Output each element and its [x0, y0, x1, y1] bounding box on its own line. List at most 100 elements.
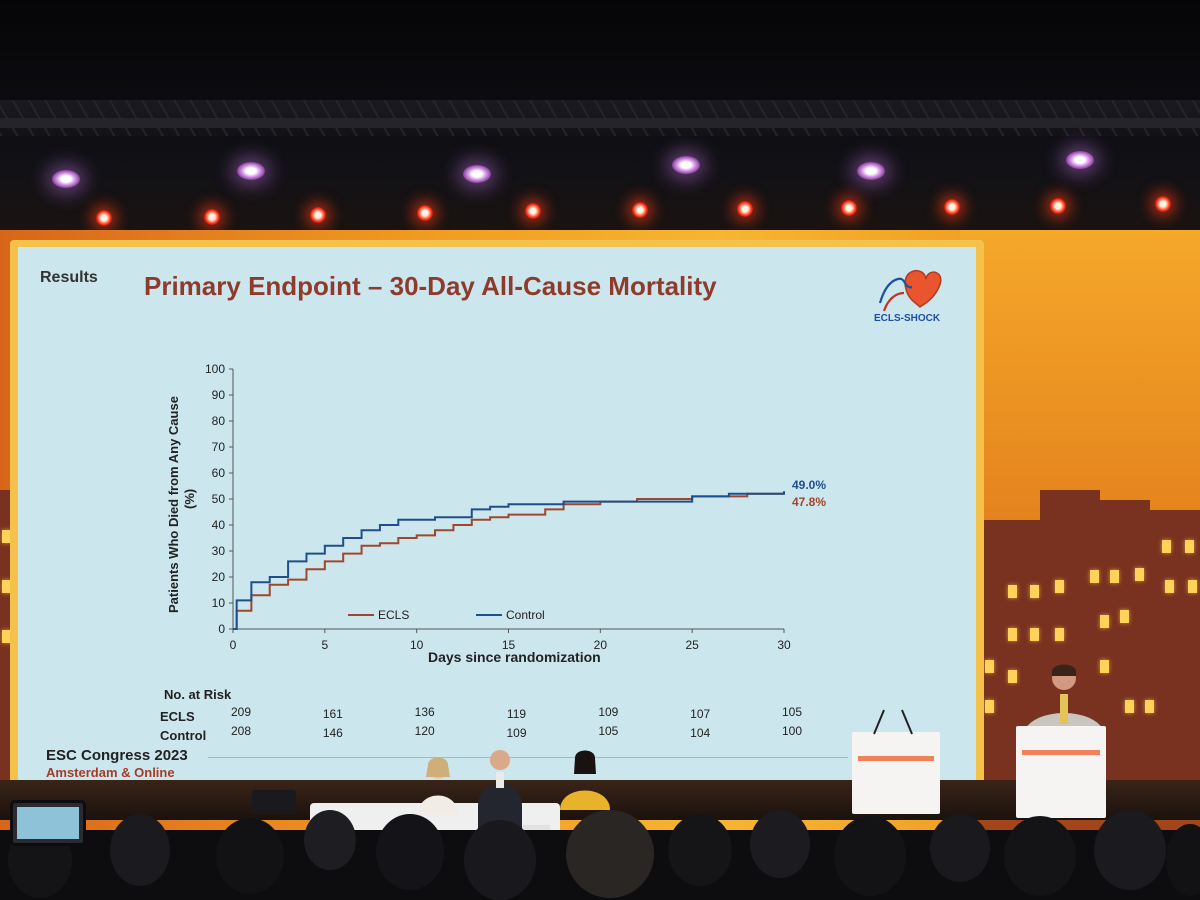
building-window	[1185, 540, 1194, 553]
podium-right	[1016, 726, 1106, 818]
series-line-ecls	[233, 492, 784, 630]
ecls-shock-logo	[878, 269, 942, 312]
logo-text: ECLS-SHOCK	[874, 313, 941, 324]
building-window	[1100, 660, 1109, 673]
building-window	[1188, 580, 1197, 593]
podium-stripe	[858, 756, 934, 761]
lighting-truss-bar	[0, 118, 1200, 128]
y-tick-label: 80	[212, 414, 226, 428]
building-window	[1030, 585, 1039, 598]
at-risk-value: 209	[230, 705, 252, 719]
x-tick-label: 10	[410, 638, 424, 652]
x-tick-label: 5	[321, 638, 328, 652]
stage-light	[417, 205, 433, 221]
stage-light	[1066, 151, 1094, 169]
y-tick-label: 100	[205, 362, 225, 376]
at-risk-value: 105	[598, 724, 619, 738]
y-axis-label: Patients Who Died from Any Cause	[166, 396, 181, 613]
building-window	[1135, 568, 1144, 581]
at-risk-value: 109	[598, 705, 619, 719]
at-risk-value: 146	[322, 726, 343, 740]
phone-screen	[17, 807, 79, 839]
stage-light	[525, 203, 541, 219]
podium-left	[852, 732, 940, 814]
building-window	[1165, 580, 1174, 593]
at-risk-value: 107	[690, 707, 711, 721]
y-tick-label: 10	[212, 596, 226, 610]
at-risk-header: No. at Risk	[164, 687, 232, 702]
y-tick-label: 30	[212, 544, 226, 558]
building-window	[1055, 628, 1064, 641]
x-tick-label: 15	[502, 638, 516, 652]
x-tick-label: 20	[594, 638, 608, 652]
at-risk-value: 136	[414, 705, 435, 719]
y-tick-label: 20	[212, 570, 226, 584]
y-tick-label: 40	[212, 518, 226, 532]
stage-light	[841, 200, 857, 216]
building-window	[1162, 540, 1171, 553]
y-axis-label-line2: (%)	[182, 488, 197, 509]
audience-silhouettes	[0, 790, 1200, 900]
at-risk-value: 109	[506, 726, 527, 740]
presentation-slide: Results Primary Endpoint – 30-Day All-Ca…	[18, 247, 976, 781]
at-risk-value: 208	[230, 724, 252, 738]
y-tick-label: 50	[212, 492, 226, 506]
x-tick-label: 0	[230, 638, 237, 652]
at-risk-value: 100	[781, 724, 803, 738]
x-tick-label: 25	[685, 638, 699, 652]
y-tick-label: 60	[212, 466, 226, 480]
stage-light	[1155, 196, 1171, 212]
building-window	[985, 660, 994, 673]
building-window	[1008, 628, 1017, 641]
stage-light	[204, 209, 220, 225]
footer-divider	[208, 757, 848, 758]
end-label-control: 49.0%	[792, 478, 826, 492]
congress-subtitle: Amsterdam & Online	[46, 765, 175, 780]
stage-light	[737, 201, 753, 217]
stage-light	[463, 165, 491, 183]
stage-light	[672, 156, 700, 174]
x-axis-label: Days since randomization	[428, 649, 601, 665]
building-window	[2, 530, 11, 543]
legend-label-ecls: ECLS	[378, 608, 409, 622]
at-risk-row-label: ECLS	[160, 709, 195, 724]
building-window	[985, 700, 994, 713]
at-risk-value: 120	[414, 724, 435, 738]
microphone	[873, 709, 913, 735]
stage-light	[1050, 198, 1066, 214]
building-window	[1030, 628, 1039, 641]
y-axis-label-line1: Patients Who Died from Any Cause	[166, 396, 181, 613]
at-risk-value: 105	[781, 705, 803, 719]
legend-label-control: Control	[506, 608, 545, 622]
building-window	[1100, 615, 1109, 628]
y-axis-label-unit: (%)	[182, 489, 197, 509]
audience-phone	[10, 800, 86, 846]
at-risk-value: 161	[322, 707, 343, 721]
stage-light	[96, 210, 112, 226]
slide-section-label: Results	[40, 269, 98, 286]
y-tick-label: 0	[218, 622, 225, 636]
stage-light	[237, 162, 265, 180]
panelist-woman-right	[560, 750, 610, 810]
y-tick-label: 70	[212, 440, 226, 454]
y-tick-label: 90	[212, 388, 226, 402]
at-risk-row-label: Control	[160, 728, 207, 743]
building-window	[1008, 585, 1017, 598]
building-window	[1145, 700, 1154, 713]
stage-light	[310, 207, 326, 223]
end-label-ecls: 47.8%	[792, 495, 826, 509]
km-chart: 0 10 20 30 40 50 60 70 80 90 100 0 5 10 15 20 25 30 47.8% 4…	[205, 362, 826, 652]
slide-title: Primary Endpoint – 30-Day All-Cause Mort…	[144, 271, 717, 301]
building-silhouette	[1145, 510, 1200, 780]
at-risk-value: 104	[690, 726, 711, 740]
podium-stripe	[1022, 750, 1100, 755]
stage-light	[857, 162, 885, 180]
building-window	[1120, 610, 1129, 623]
stage-light	[52, 170, 80, 188]
x-tick-label: 30	[777, 638, 791, 652]
building-window	[1090, 570, 1099, 583]
building-window	[1055, 580, 1064, 593]
building-window	[1008, 670, 1017, 683]
stage-light	[632, 202, 648, 218]
building-window	[1125, 700, 1134, 713]
